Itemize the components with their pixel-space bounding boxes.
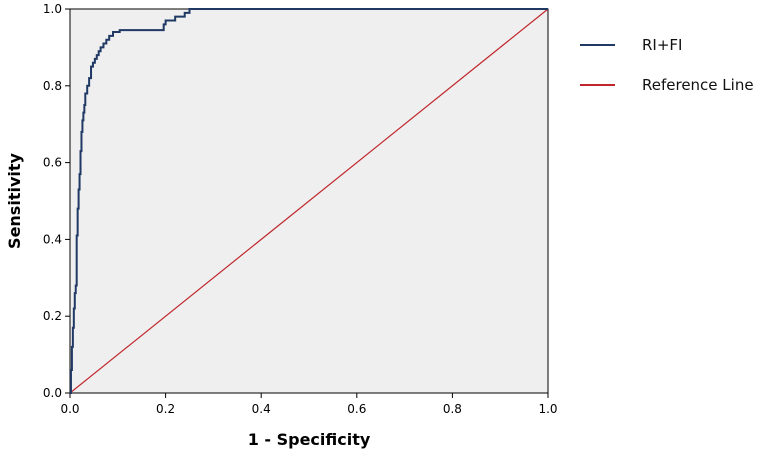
x-tick-label: 0.2 — [156, 402, 175, 416]
series-line-reference-line — [69, 8, 549, 394]
series-line-ri-fi — [69, 8, 548, 394]
x-axis-ticks: 0.0 0.2 0.4 0.6 0.8 1.0 — [60, 393, 558, 416]
y-tick-label: 0.6 — [43, 156, 62, 170]
x-tick-label: 0.8 — [443, 402, 462, 416]
y-axis-title: Sensitivity — [5, 152, 24, 248]
series-layer — [69, 8, 549, 394]
x-axis-title: 1 - Specificity — [248, 430, 371, 449]
legend-label: RI+FI — [642, 36, 682, 54]
x-tick-label: 0.0 — [60, 402, 79, 416]
y-tick-label: 0.4 — [43, 232, 62, 246]
legend-label: Reference Line — [642, 76, 754, 94]
y-axis-ticks: 0.0 0.2 0.4 0.6 0.8 1.0 — [43, 2, 70, 400]
y-tick-label: 0.8 — [43, 79, 62, 93]
x-tick-label: 0.4 — [252, 402, 271, 416]
y-tick-label: 0.2 — [43, 309, 62, 323]
legend: RI+FI Reference Line — [580, 36, 754, 94]
x-tick-label: 1.0 — [538, 402, 557, 416]
y-tick-label: 0.0 — [43, 386, 62, 400]
y-tick-label: 1.0 — [43, 2, 62, 16]
x-tick-label: 0.6 — [347, 402, 366, 416]
